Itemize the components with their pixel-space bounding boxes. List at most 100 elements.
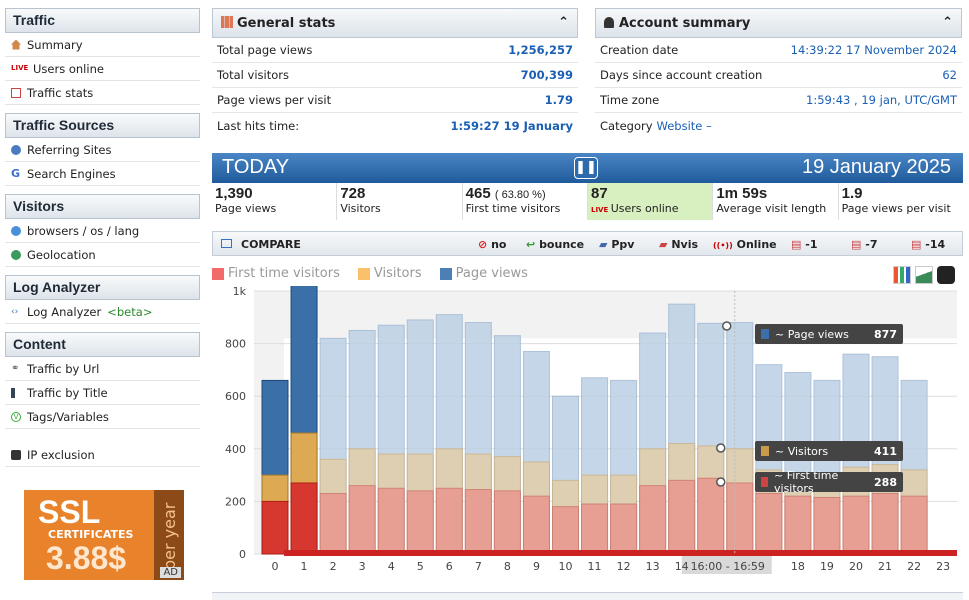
legend-label: Visitors: [373, 266, 422, 281]
tooltip-first-time: ~ First time visitors 288: [755, 469, 903, 495]
ssl-ad-banner[interactable]: SSL CERTIFICATES 3.88$ per year AD: [24, 490, 184, 580]
y-tick-label: 800: [225, 338, 246, 351]
account-label: Days since account creation: [600, 68, 763, 82]
sidebar-item-referring-sites[interactable]: Referring Sites: [5, 138, 200, 162]
bar-first-time: [406, 490, 434, 555]
sidebar-item-traffic-stats[interactable]: Traffic stats: [5, 81, 200, 105]
x-tick-label: 0: [272, 560, 279, 573]
stat-value: 700,399: [520, 68, 573, 82]
sidebar-item-traffic-by-title[interactable]: Traffic by Title: [5, 381, 200, 405]
compare-online[interactable]: ((•)) Online: [713, 238, 777, 251]
y-tick-label: 200: [225, 495, 246, 508]
stat-users-online[interactable]: 87 LIVE Users online: [587, 183, 714, 220]
stat-ppv[interactable]: 1.9 Page views per visit: [839, 183, 963, 220]
globe-icon: [11, 249, 21, 260]
x-tick-label: 6: [446, 560, 453, 573]
x-tick-label: 16:00 - 16:59: [691, 560, 765, 573]
stat-visitors[interactable]: 728 Visitors: [337, 183, 463, 220]
bar-first-time: [813, 496, 841, 555]
ad-title: SSL: [38, 494, 101, 530]
tooltip-swatch: [761, 477, 768, 487]
sidebar-item-ip-exclusion[interactable]: IP exclusion: [5, 443, 200, 467]
tooltip-value: 411: [874, 444, 897, 458]
legend-label: Page views: [455, 266, 528, 281]
compare-label: Ppv: [611, 238, 635, 251]
compare-minus1[interactable]: ▤ -1: [791, 238, 817, 251]
account-label: Time zone: [600, 93, 660, 107]
bar-first-time: [261, 500, 289, 555]
sidebar-item-label: Traffic by Title: [27, 385, 108, 400]
globe-icon: [11, 144, 21, 155]
x-tick-label: 19: [820, 560, 834, 573]
x-tick-label: 14: [675, 560, 689, 573]
baseline-strip: [284, 550, 957, 556]
stat-page-views[interactable]: 1,390 Page views: [212, 183, 338, 220]
camera-icon[interactable]: [937, 266, 955, 284]
beta-badge: <beta>: [107, 304, 153, 319]
stat-first-time[interactable]: 465 ( 63.80 %) First time visitors: [463, 183, 588, 220]
account-value: 1:59:43 , 19 jan, UTC/GMT: [806, 93, 957, 107]
sidebar-item-label: IP exclusion: [27, 447, 95, 462]
sidebar-item-users-online[interactable]: LIVE Users online: [5, 57, 200, 81]
sidebar-heading: Content: [5, 332, 200, 357]
compare-bounce[interactable]: ↩ bounce: [526, 238, 584, 251]
legend-visitors[interactable]: Visitors: [357, 266, 422, 281]
compare-minus7[interactable]: ▤ -7: [851, 238, 877, 251]
tooltip-value: 877: [874, 327, 897, 341]
bar-first-time: [493, 490, 521, 555]
account-summary-panel: Account summary ⌃ Creation date 14:39:22 1…: [595, 8, 962, 138]
sidebar-item-search-engines[interactable]: G Search Engines: [5, 162, 200, 186]
stat-caption: First time visitors: [465, 202, 561, 215]
bar-chart-icon[interactable]: [893, 266, 911, 284]
live-icon: ((•)): [713, 241, 733, 250]
category-link[interactable]: Website –: [656, 118, 712, 133]
sidebar-item-geolocation[interactable]: Geolocation: [5, 243, 200, 267]
account-row: Time zone 1:59:43 , 19 jan, UTC/GMT: [595, 88, 962, 113]
legend-page-views[interactable]: Page views: [439, 266, 528, 281]
live-icon: LIVE: [11, 63, 29, 72]
chart-legend: First time visitors Visitors Page views: [212, 266, 528, 281]
tooltip-swatch: [761, 329, 769, 339]
code-icon: ‹›: [11, 306, 19, 317]
stat-label: Last hits time:: [217, 118, 300, 133]
bar-first-time: [900, 495, 928, 555]
bar-first-time: [377, 487, 405, 555]
stat-caption: Visitors: [340, 202, 381, 215]
x-tick-label: 20: [849, 560, 863, 573]
tooltip-page-views: ~ Page views 877: [755, 324, 903, 344]
collapse-icon[interactable]: ⌃: [558, 15, 569, 30]
pause-button[interactable]: ❚❚: [574, 157, 598, 179]
stat-number: 465 ( 63.80 %): [466, 185, 584, 202]
compare-no[interactable]: ⊘ no: [478, 238, 506, 251]
bar-first-time: [668, 479, 696, 555]
sidebar-item-tags[interactable]: V Tags/Variables: [5, 405, 200, 429]
stat-caption: Page views per visit: [841, 202, 951, 215]
legend-swatch: [357, 267, 370, 280]
sidebar-item-log-analyzer[interactable]: ‹› Log Analyzer <beta>: [5, 300, 200, 324]
sidebar-section-sources: Traffic Sources Referring Sites G Search …: [5, 113, 200, 186]
panel-title: Account summary: [619, 16, 751, 31]
calendar-icon: ▤: [911, 238, 922, 251]
compare-nvis[interactable]: ▰ Nvis: [659, 238, 698, 251]
bar-first-time: [784, 495, 812, 555]
stat-row: Total page views 1,256,257: [212, 38, 578, 63]
compare-ppv[interactable]: ▰ Ppv: [599, 238, 634, 251]
tooltip-label: ~ Visitors: [775, 444, 829, 458]
compare-minus14[interactable]: ▤ -14: [911, 238, 945, 251]
ip-exclusion-icon: [11, 449, 21, 460]
legend-first-time[interactable]: First time visitors: [212, 266, 340, 281]
legend-swatch: [439, 267, 452, 280]
x-tick-label: 7: [475, 560, 482, 573]
collapse-icon[interactable]: ⌃: [942, 15, 953, 30]
bar-first-time: [726, 482, 754, 555]
bar-first-time: [871, 493, 899, 555]
sidebar-item-traffic-by-url[interactable]: ⚭ Traffic by Url: [5, 357, 200, 381]
home-icon: [11, 39, 21, 50]
stat-visit-length[interactable]: 1m 59s Average visit length: [713, 183, 839, 220]
area-chart-icon[interactable]: [915, 266, 933, 284]
panel-header: General stats ⌃: [212, 8, 578, 38]
sidebar-item-browsers[interactable]: browsers / os / lang: [5, 219, 200, 243]
sidebar-item-summary[interactable]: Summary: [5, 33, 200, 57]
x-tick-label: 2: [330, 560, 337, 573]
sidebar-item-label: Search Engines: [27, 166, 116, 181]
